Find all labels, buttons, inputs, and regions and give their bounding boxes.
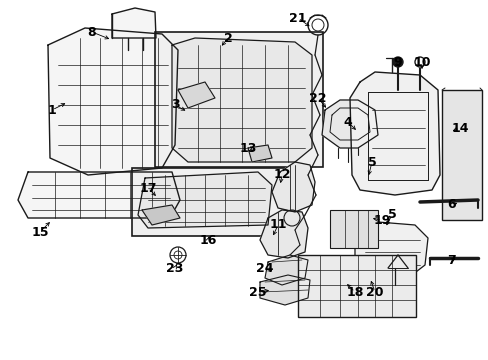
Text: 14: 14 [450,122,468,135]
Text: 4: 4 [343,116,352,129]
Bar [329,210,377,248]
Polygon shape [112,8,156,38]
Bar [297,255,415,317]
Text: 22: 22 [308,91,326,104]
Polygon shape [271,162,314,212]
Text: 9: 9 [393,55,402,68]
Text: 10: 10 [412,55,430,68]
Bar [441,90,481,220]
Polygon shape [18,172,180,218]
Text: 20: 20 [366,285,383,298]
Text: 21: 21 [289,12,306,24]
Polygon shape [178,82,215,108]
Polygon shape [48,28,178,175]
Text: 2: 2 [223,31,232,45]
Polygon shape [260,275,309,305]
Text: 5: 5 [387,208,396,221]
Text: 1: 1 [47,104,56,117]
Text: 8: 8 [87,26,96,39]
Text: 15: 15 [31,225,49,238]
Text: 17: 17 [139,181,157,194]
Polygon shape [260,210,307,258]
Text: 13: 13 [239,141,256,154]
Bar [132,168,284,236]
Text: 7: 7 [447,253,455,266]
Text: 3: 3 [170,99,179,112]
Text: 5: 5 [367,156,376,168]
Text: 23: 23 [166,261,183,274]
Polygon shape [138,172,271,228]
Text: 6: 6 [447,198,455,211]
Bar [155,32,323,167]
Polygon shape [142,205,180,225]
Polygon shape [321,100,377,148]
Text: 16: 16 [199,234,216,247]
Text: 19: 19 [372,213,390,226]
Text: 12: 12 [273,168,290,181]
Polygon shape [247,145,271,162]
Polygon shape [264,255,307,285]
Polygon shape [172,38,311,162]
Text: 24: 24 [256,261,273,274]
Polygon shape [354,222,427,275]
Polygon shape [349,72,439,195]
Text: 18: 18 [346,285,363,298]
Text: 25: 25 [249,285,266,298]
Circle shape [414,57,424,67]
Circle shape [392,57,402,67]
Text: 11: 11 [269,219,286,231]
